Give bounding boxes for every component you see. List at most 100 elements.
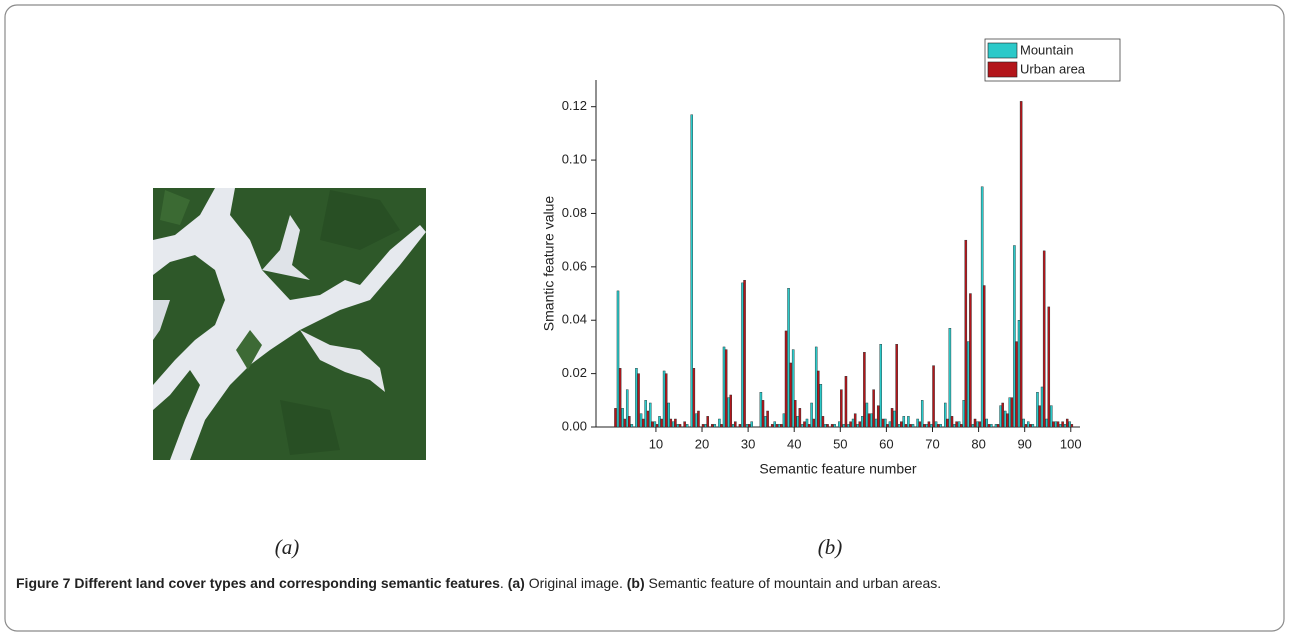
bar (616, 290, 620, 428)
bar (697, 410, 700, 428)
bar (625, 389, 629, 428)
bar (1024, 424, 1027, 428)
bar (628, 416, 631, 428)
bar (1040, 386, 1044, 428)
bar (847, 424, 850, 428)
caption-text: Semantic feature of mountain and urban a… (648, 575, 942, 591)
bar (874, 418, 878, 428)
bar (1047, 306, 1051, 428)
bar (897, 424, 901, 428)
bar (695, 413, 698, 428)
frame (4, 4, 1285, 632)
bar (888, 421, 892, 428)
bar (713, 424, 717, 428)
caption-label: (a) (507, 575, 525, 591)
bar (741, 282, 744, 428)
bar (918, 421, 921, 428)
bar (980, 186, 984, 428)
bar (738, 424, 742, 428)
bar (641, 418, 645, 428)
bar (718, 418, 721, 428)
bar (782, 413, 786, 428)
bar (936, 424, 940, 428)
bar (1050, 405, 1053, 428)
legend-swatch (987, 61, 1018, 78)
bar (678, 424, 682, 428)
bar (750, 421, 753, 428)
caption-text: . (499, 575, 504, 591)
bar (794, 400, 797, 428)
legend-swatch (987, 42, 1018, 59)
bar (856, 424, 859, 428)
bar (927, 421, 931, 428)
bar (1003, 410, 1007, 428)
bar (618, 368, 622, 428)
bar (923, 424, 926, 428)
bar (881, 418, 885, 428)
bar (653, 421, 657, 428)
bar (911, 424, 915, 428)
bar (946, 418, 949, 428)
bar (1038, 405, 1041, 428)
bar (953, 424, 956, 428)
bar (969, 293, 972, 428)
bar (916, 418, 919, 428)
bar (1045, 418, 1048, 428)
bar (649, 402, 652, 428)
x-tick-label: 20 (695, 436, 709, 451)
bar (773, 421, 776, 428)
x-axis-label: Semantic feature number (759, 461, 917, 477)
bar (729, 394, 732, 428)
bar (1017, 320, 1021, 428)
bar (1042, 250, 1046, 428)
bar (770, 424, 774, 428)
bar (985, 418, 989, 428)
bar (863, 352, 866, 428)
x-tick-label: 10 (649, 436, 663, 451)
bar (672, 421, 675, 428)
bar (1070, 424, 1074, 428)
bar (930, 424, 933, 428)
bar (826, 424, 829, 428)
bar (865, 402, 869, 428)
satellite-image (153, 188, 426, 460)
bar (964, 239, 968, 428)
bar (621, 408, 624, 428)
bar (780, 424, 783, 428)
bar (990, 424, 993, 428)
bar (761, 400, 765, 428)
y-tick-label: 0.00 (562, 418, 587, 433)
bar (1029, 424, 1032, 428)
bar (844, 376, 848, 428)
x-tick-label: 30 (741, 436, 755, 451)
bar (987, 424, 991, 428)
bar (660, 418, 663, 428)
bar (1010, 397, 1014, 428)
bar (798, 408, 802, 428)
bar (614, 408, 617, 428)
bar (858, 421, 862, 428)
bar (1008, 397, 1012, 428)
bar (720, 424, 723, 428)
bar (950, 416, 954, 428)
bar (840, 389, 843, 428)
bar (814, 346, 818, 428)
bar (849, 421, 852, 428)
bar (1063, 424, 1067, 428)
bar (676, 424, 680, 428)
bar (957, 421, 961, 428)
bar (690, 114, 694, 428)
x-tick-label: 50 (833, 436, 847, 451)
bar (867, 413, 871, 428)
bar (743, 279, 746, 428)
bar (1013, 245, 1016, 428)
bar (900, 421, 903, 428)
y-tick-label: 0.04 (562, 312, 587, 327)
bar (791, 349, 795, 428)
bar (920, 400, 924, 428)
bar (711, 424, 714, 428)
figure-caption: Figure 7 Different land cover types and … (16, 572, 1276, 594)
bar (1054, 421, 1058, 428)
bar (1036, 392, 1039, 428)
